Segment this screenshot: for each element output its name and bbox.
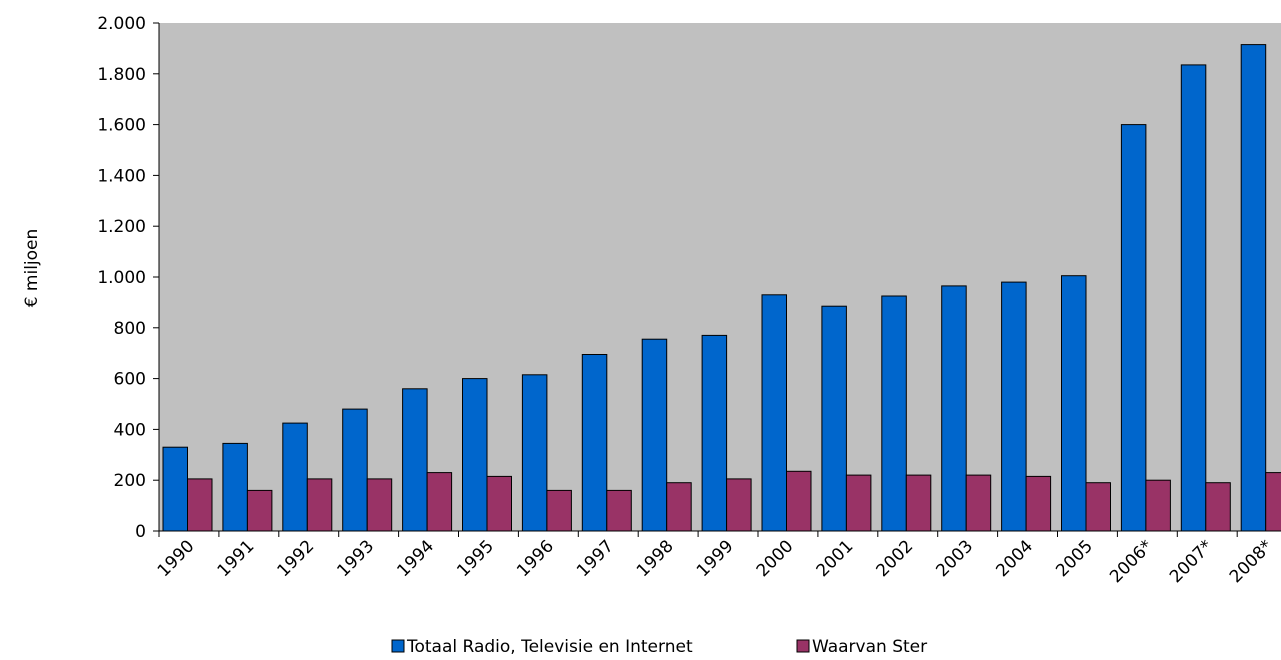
- bar-ster-2003: [965, 474, 992, 532]
- bar-ster-1997: [606, 489, 632, 532]
- x-tick-label: 2001: [813, 536, 858, 581]
- x-tick-label: 1992: [274, 536, 319, 581]
- x-tick-label: 1990: [154, 536, 199, 581]
- bar-ster-2007*: [1205, 482, 1231, 532]
- x-tick-label: 1991: [214, 536, 259, 581]
- bar-total-1998: [641, 338, 668, 532]
- y-tick-label: 200: [114, 471, 146, 491]
- x-tick-label: 1995: [453, 536, 498, 581]
- bar-ster-2002: [905, 474, 932, 532]
- bar-total-1991: [222, 442, 248, 532]
- bar-ster-2004: [1025, 475, 1052, 532]
- x-tick-label: 1997: [573, 536, 618, 581]
- x-tick-label: 1994: [393, 536, 438, 581]
- x-tick-label: 2008*: [1226, 536, 1277, 587]
- x-tick-label: 2002: [873, 536, 918, 581]
- bar-total-1994: [402, 388, 428, 532]
- y-tick-label: 0: [135, 522, 146, 542]
- bar-total-1995: [462, 378, 488, 532]
- x-tick-label: 1998: [633, 536, 678, 581]
- bar-ster-2008*: [1265, 472, 1281, 532]
- legend-swatch-total: [391, 639, 405, 653]
- y-ticks-group: 0 200 400 600 800 1.000 1.200 1.400 1.600 1.800 2.…: [97, 14, 159, 542]
- y-tick-label: 1.400: [97, 166, 146, 186]
- y-tick-label: 800: [114, 319, 146, 339]
- y-tick-label: 1.800: [97, 65, 146, 85]
- x-tick-label: 2006*: [1106, 536, 1157, 587]
- y-tick-label: 1.000: [97, 268, 146, 288]
- bar-total-1992: [282, 422, 308, 532]
- bar-ster-1995: [486, 475, 512, 532]
- bar-ster-1994: [426, 472, 453, 532]
- x-tick-label: 2007*: [1166, 536, 1217, 587]
- x-tick-label: 1996: [513, 536, 558, 581]
- bar-ster-1992: [306, 478, 333, 532]
- bar-total-2006*: [1120, 124, 1147, 532]
- x-tick-label: 1999: [693, 536, 738, 581]
- y-tick-label: 600: [114, 370, 146, 390]
- bar-total-1999: [701, 334, 728, 532]
- x-tick-label: 2003: [932, 536, 977, 581]
- legend-swatch-ster: [796, 639, 810, 653]
- y-tick-label: 1.600: [97, 116, 146, 136]
- bar-total-2005: [1061, 275, 1087, 532]
- bars-group: [162, 44, 1281, 532]
- x-tick-label: 1993: [333, 536, 378, 581]
- x-tick-label: 2004: [992, 536, 1037, 581]
- y-tick-label: 2.000: [97, 14, 146, 34]
- legend-label-total: Totaal Radio, Televisie en Internet: [406, 637, 693, 657]
- bar-total-1997: [581, 354, 608, 532]
- bar-total-2002: [881, 295, 907, 532]
- bar-total-1990: [162, 446, 188, 532]
- legend-label-ster: Waarvan Ster: [812, 637, 927, 657]
- bar-total-2003: [941, 285, 967, 532]
- bar-ster-2006*: [1145, 479, 1171, 532]
- bar-ster-1996: [546, 489, 572, 532]
- bar-ster-1993: [366, 478, 393, 532]
- bar-ster-1999: [726, 478, 752, 532]
- bar-ster-2001: [845, 474, 872, 532]
- x-tick-label: 2005: [1052, 536, 1097, 581]
- legend: Totaal Radio, Televisie en Internet Waar…: [391, 637, 927, 657]
- bar-total-2001: [821, 305, 847, 532]
- bar-ster-2000: [786, 470, 812, 532]
- bar-ster-1998: [666, 482, 692, 532]
- x-ticks-group: 1990 1991 1992 1993 1994 1995 1996 1997 1998 1999…: [154, 531, 1277, 587]
- bar-ster-1990: [187, 478, 213, 532]
- bar-total-2008*: [1240, 44, 1267, 532]
- bar-ster-1991: [246, 489, 273, 532]
- x-tick-label: 2000: [753, 536, 798, 581]
- y-axis-label: € miljoen: [22, 229, 42, 308]
- bar-ster-2005: [1085, 482, 1111, 532]
- bar-total-2004: [1001, 281, 1027, 532]
- bar-total-1993: [342, 408, 368, 532]
- y-tick-label: 400: [114, 420, 146, 440]
- bar-total-1996: [521, 374, 548, 532]
- bar-total-2007*: [1180, 64, 1207, 532]
- bar-total-2000: [761, 294, 787, 532]
- y-tick-label: 1.200: [97, 217, 146, 237]
